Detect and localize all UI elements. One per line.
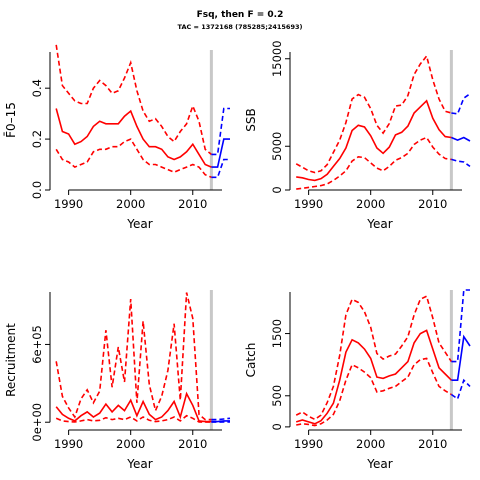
ssb-projection-low-line [451,158,471,168]
recruitment-history-high-line [55,292,212,421]
figure-subtitle: TAC = 1372168 (785285;2415693) [177,23,303,31]
ssb-y-tick-label: 15000 [270,40,284,77]
ssb-x-tick-label: 1990 [294,197,323,211]
catch-history-high-line [295,295,453,421]
panel-recruitment: 1990 2000 2010 0e+00 6e+05 Year Recruitment [4,290,231,471]
catch-projection-high-line [451,289,470,363]
fbar-y-tick-label: 0.4 [30,79,44,97]
recruitment-x-tick-label: 2010 [178,437,207,451]
fbar-projection-high-line [211,107,230,156]
fbar-x-tick-label: 2000 [116,197,145,211]
panel-fbar: 1990 2000 2010 0.0 0.2 0.4 Year F̄0–15 [4,44,230,231]
ssb-x-axis-title: Year [366,217,392,231]
recruitment-y-tick-label: 6e+05 [30,325,44,364]
catch-projection-low-line [450,378,471,401]
ssb-y-tick-label: 0 [270,186,284,193]
ssb-y-axis-title: SSB [244,108,258,131]
fbar-x-tick-label: 1990 [54,197,83,211]
recruitment-x-tick-label: 1990 [54,437,83,451]
fbar-y-tick-label: 0.2 [30,130,44,148]
recruitment-history-low-line [55,414,212,423]
fbar-projection-mid-line [211,138,230,168]
catch-x-tick-label: 2010 [418,437,447,451]
ssb-x-tick-label: 2000 [356,197,385,211]
figure-title: Fsq, then F = 0.2 [196,10,284,20]
ssb-y-tick-label: 5000 [270,132,284,161]
ssb-history-high-line [295,54,452,174]
catch-history-low-line [296,357,452,427]
catch-x-tick-label: 2000 [356,437,385,451]
ssb-projection-mid-line [451,136,471,142]
catch-history-mid-line [295,329,452,425]
ssb-projection-high-line [451,93,471,115]
recruitment-x-tick-label: 2000 [116,437,145,451]
fbar-y-tick-label: 0.0 [30,181,44,199]
ssb-history-mid-line [296,99,452,182]
catch-x-axis-title: Year [366,457,392,471]
panel-ssb: 1990 2000 2010 0 5000 15000 Year SSB [244,40,471,231]
recruitment-y-axis-title: Recruitment [4,323,18,397]
fbar-x-axis-title: Year [126,217,152,231]
ssb-history-low-line [296,136,452,190]
ssb-x-tick-label: 2010 [418,197,447,211]
fbar-history-high-line [55,44,212,156]
panel-catch: 1990 2000 2010 0 500 1500 Year Catch [244,289,471,471]
fbar-history-low-line [55,138,212,179]
fbar-y-axis-title: F̄0–15 [4,102,18,138]
recruitment-projection-mid-line [211,420,230,423]
catch-y-axis-title: Catch [244,343,258,378]
catch-y-tick-label: 1500 [270,319,284,348]
catch-y-tick-label: 0 [270,423,284,430]
catch-y-tick-label: 500 [270,385,284,407]
recruitment-projection-high-line [211,417,231,421]
catch-projection-mid-line [451,334,471,382]
fbar-x-tick-label: 2010 [178,197,207,211]
recruitment-history-mid-line [55,391,212,423]
recruitment-y-tick-label: 0e+00 [30,403,44,442]
fbar-projection-low-line [211,158,230,179]
recruitment-x-axis-title: Year [126,457,152,471]
catch-x-tick-label: 1990 [294,437,323,451]
fbar-history-mid-line [55,108,212,168]
